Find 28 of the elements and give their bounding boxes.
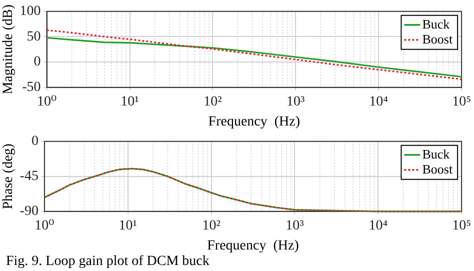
y-tick-label: 50 [26, 29, 41, 44]
x-tick-label: 10¹ [120, 94, 139, 110]
x-tick-label: 10⁵ [452, 94, 472, 110]
x-tick-label: 10¹ [118, 218, 137, 234]
y-tick-label: -45 [20, 169, 38, 184]
caption: Fig. 9. Loop gain plot of DCM buck [5, 254, 210, 270]
x-tick-label: 10⁵ [452, 218, 472, 234]
y-tick-label: 0 [34, 54, 41, 70]
y-tick-label: 100 [20, 4, 41, 20]
y-axis-title: Magnitude (dB) [1, 4, 16, 94]
x-tick-label: 10² [204, 94, 222, 110]
y-tick-label: -50 [22, 80, 41, 96]
y-tick-label: 0 [31, 134, 38, 150]
x-axis-title: Frequency (Hz) [208, 114, 300, 130]
y-axis-title: Phase (deg) [1, 143, 16, 210]
legend-label: Boost [422, 161, 453, 176]
x-tick-label: 10⁴ [368, 218, 388, 234]
x-tick-label: 10⁰ [34, 218, 55, 234]
x-tick-label: 10³ [286, 94, 305, 110]
x-axis-title: Frequency (Hz) [207, 238, 300, 254]
x-tick-label: 10⁴ [369, 94, 388, 110]
x-tick-label: 10⁰ [36, 94, 57, 110]
x-tick-label: 10² [202, 218, 220, 234]
y-tick-label: -90 [20, 204, 38, 220]
legend-label: Buck [422, 16, 450, 32]
legend-label: Boost [422, 31, 453, 46]
x-tick-label: 10³ [286, 218, 304, 234]
legend-label: Buck [422, 146, 450, 162]
